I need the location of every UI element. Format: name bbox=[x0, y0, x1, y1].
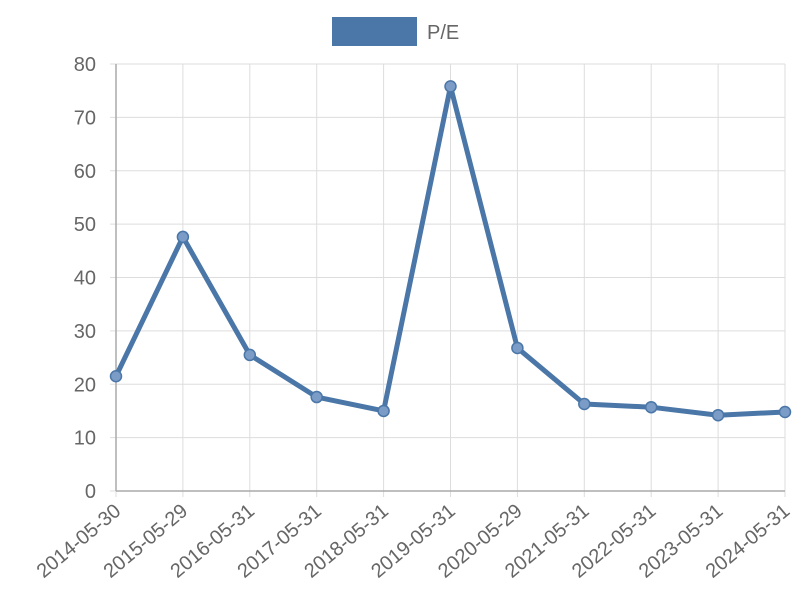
point bbox=[109, 369, 123, 383]
y-tick-label: 40 bbox=[74, 268, 96, 290]
y-tick-label: 80 bbox=[74, 54, 96, 76]
legend-swatch bbox=[332, 17, 417, 46]
point bbox=[644, 400, 658, 414]
point bbox=[310, 390, 323, 404]
y-tick-label: 50 bbox=[74, 214, 96, 236]
legend-label: P/E bbox=[427, 22, 459, 44]
point bbox=[578, 397, 591, 411]
point bbox=[444, 80, 457, 93]
y-tick-label: 20 bbox=[74, 374, 96, 396]
y-tick-label: 70 bbox=[74, 107, 96, 129]
y-tick-label: 10 bbox=[74, 428, 96, 450]
point bbox=[511, 341, 524, 355]
point bbox=[243, 348, 257, 362]
y-tick-label: 60 bbox=[74, 161, 96, 183]
point bbox=[778, 405, 792, 419]
y-tick-label: 0 bbox=[85, 481, 96, 503]
point bbox=[176, 230, 190, 244]
point bbox=[711, 408, 725, 422]
point bbox=[377, 404, 390, 418]
y-tick-label: 30 bbox=[74, 321, 96, 343]
